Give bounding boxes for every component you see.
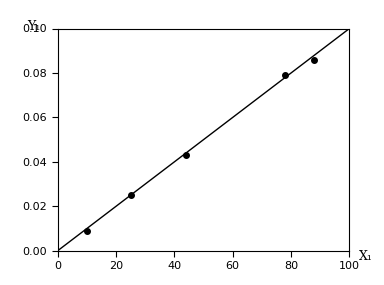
Text: X₁: X₁ <box>359 250 373 263</box>
Text: Y₁: Y₁ <box>27 20 40 33</box>
